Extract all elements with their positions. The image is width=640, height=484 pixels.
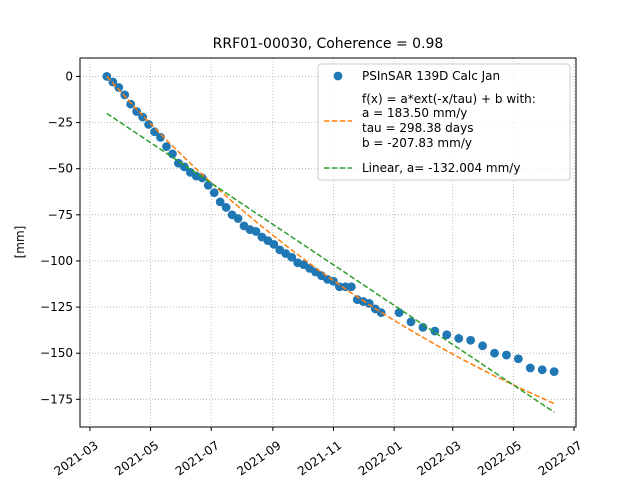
- data-point: [537, 365, 547, 375]
- y-tick-label: −150: [40, 346, 73, 360]
- chart-title: RRF01-00030, Coherence = 0.98: [213, 36, 444, 52]
- data-point: [132, 107, 142, 116]
- legend-label: tau = 298.38 days: [362, 121, 473, 135]
- data-point: [138, 112, 148, 122]
- data-point: [179, 162, 189, 172]
- data-point: [209, 188, 219, 198]
- data-point: [513, 354, 523, 364]
- legend-box: [317, 63, 571, 181]
- legend-label: Linear, a= -132.004 mm/y: [362, 161, 520, 175]
- data-point: [478, 341, 487, 351]
- series-line: [106, 112, 555, 413]
- y-tick-label: −50: [48, 162, 73, 176]
- y-tick-label: −100: [40, 254, 73, 268]
- y-tick-label: −125: [40, 300, 73, 314]
- data-point: [406, 317, 416, 327]
- legend-marker: [333, 71, 343, 81]
- plot-frame: [79, 57, 577, 428]
- data-point: [215, 197, 225, 207]
- legend-label: f(x) = a*ext(-x/tau) + b with:: [362, 92, 536, 106]
- y-tick-label: −25: [48, 116, 73, 130]
- data-point: [233, 214, 243, 223]
- y-axis-label: [mm]: [13, 226, 27, 259]
- legend-label: a = 183.50 mm/y: [362, 106, 467, 120]
- data-point: [490, 348, 499, 358]
- data-point: [251, 227, 261, 236]
- data-point: [221, 203, 231, 212]
- data-point: [114, 83, 124, 92]
- data-point: [144, 120, 153, 129]
- y-tick-label: −175: [40, 392, 73, 406]
- y-tick-label: 0: [65, 69, 73, 83]
- data-point: [454, 334, 464, 343]
- legend-label: PSInSAR 139D Calc Jan: [362, 69, 500, 83]
- data-point: [269, 239, 279, 249]
- data-point: [549, 367, 559, 377]
- data-point: [346, 282, 356, 292]
- data-point: [120, 90, 130, 100]
- data-point: [168, 149, 177, 159]
- data-point: [162, 142, 171, 151]
- legend: PSInSAR 139D Calc Jan f(x) = a*ext(-x/tau…: [317, 63, 571, 181]
- data-point: [502, 350, 511, 360]
- data-point: [442, 330, 452, 340]
- series-line: [106, 75, 555, 405]
- data-point: [126, 99, 136, 109]
- y-tick-label: −75: [48, 208, 73, 222]
- data-point: [466, 335, 476, 345]
- data-point: [525, 363, 535, 373]
- legend-label: b = -207.83 mm/y: [362, 136, 472, 150]
- series-layer: [102, 72, 559, 413]
- data-point: [287, 252, 297, 262]
- data-point: [394, 308, 404, 318]
- data-point: [203, 180, 213, 190]
